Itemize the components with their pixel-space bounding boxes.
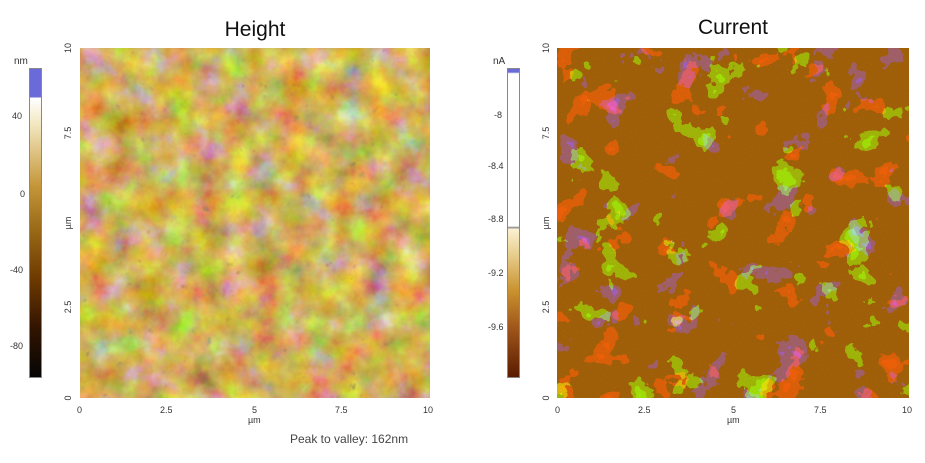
current-afm-image	[557, 48, 909, 398]
current-scale-unit: nA	[493, 56, 506, 67]
current-x-tick-7.5: 7.5	[814, 405, 827, 415]
height-scale-unit: nm	[14, 56, 28, 67]
current-y-tick-7.5: 7.5	[541, 126, 551, 140]
height-x-tick-2.5: 2.5	[160, 405, 173, 415]
height-x-tick-5: 5	[252, 405, 258, 415]
current-colorbar	[507, 68, 520, 378]
current-x-unit: µm	[727, 415, 740, 425]
height-y-unit: µm	[63, 216, 73, 230]
current-y-tick-10: 10	[541, 43, 551, 54]
current-x-tick-5: 5	[731, 405, 737, 415]
height-scale-label-40: 40	[12, 111, 23, 121]
current-x-tick-0: 0	[555, 405, 561, 415]
current-scale-label-minus8.4: -8.4	[488, 161, 504, 171]
height-afm-image	[80, 48, 430, 398]
height-scale-label-minus40: -40	[10, 265, 24, 275]
current-x-tick-10: 10	[902, 405, 913, 415]
height-x-tick-7.5: 7.5	[335, 405, 348, 415]
height-scale-label-minus80: -80	[10, 341, 24, 351]
height-colorbar	[29, 68, 42, 378]
height-y-tick-2.5: 2.5	[63, 300, 73, 314]
height-x-unit: µm	[248, 415, 261, 425]
height-y-tick-0: 0	[63, 395, 73, 401]
height-title: Height	[224, 18, 286, 41]
current-y-unit: µm	[541, 216, 551, 230]
height-y-tick-7.5: 7.5	[63, 126, 73, 140]
current-y-tick-0: 0	[541, 395, 551, 401]
height-y-tick-10: 10	[63, 43, 73, 54]
current-y-tick-2.5: 2.5	[541, 300, 551, 314]
current-x-tick-2.5: 2.5	[638, 405, 651, 415]
height-scale-label-0: 0	[20, 189, 26, 199]
height-caption: Peak to valley: 162nm	[290, 432, 409, 446]
height-x-tick-0: 0	[77, 405, 83, 415]
current-title: Current	[697, 16, 769, 39]
height-x-tick-10: 10	[423, 405, 434, 415]
current-scale-label-minus8: -8	[494, 110, 503, 120]
current-scale-label-minus9.6: -9.6	[488, 322, 504, 332]
current-scale-label-minus8.8: -8.8	[488, 214, 504, 224]
current-scale-label-minus9.2: -9.2	[488, 268, 504, 278]
